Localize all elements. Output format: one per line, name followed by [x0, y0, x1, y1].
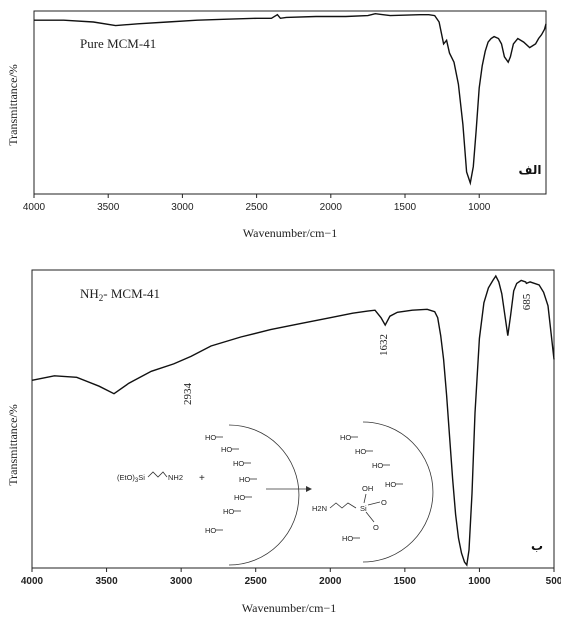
left-ho-label-2: HO	[233, 459, 244, 468]
x-tick-label-3000: 3000	[171, 202, 194, 213]
panel-title-2: NH2- MCM-41	[80, 286, 160, 303]
x-tick-label-4000: 4000	[23, 202, 46, 213]
x-tick-label-3500: 3500	[95, 576, 118, 587]
x-axis-ticks-1: 4000 3500 3000 2500 2000 1500 1000	[23, 194, 491, 213]
product-amine-label: H2N	[312, 504, 327, 513]
product-propyl-chain	[329, 502, 357, 509]
silica-surface-left	[228, 424, 300, 566]
product-si-oh-bond	[363, 493, 367, 504]
panel-pure-mcm41: 4000 3500 3000 2500 2000 1500 1000 Pure MCM-41…	[6, 10, 547, 240]
x-tick-label-3500: 3500	[97, 202, 120, 213]
panel-label-2: ب	[531, 539, 543, 553]
product-si-o-bond-lower	[365, 511, 375, 523]
y-axis-label-2: Transmittance/%	[6, 404, 20, 486]
plot-frame-1	[33, 10, 547, 195]
left-ho-label-1: HO	[221, 445, 232, 454]
product-si-o-bond-upper	[367, 501, 381, 506]
x-tick-label-2000: 2000	[319, 576, 342, 587]
x-tick-label-1500: 1500	[394, 576, 417, 587]
product-oxygen-lower: O	[373, 523, 379, 532]
product-oxygen-upper: O	[381, 498, 387, 507]
right-ho-label-0: HO	[340, 433, 351, 442]
right-ho-label-1: HO	[355, 447, 366, 456]
product-hydroxyl-label: OH	[362, 484, 373, 493]
left-ho-label-0: HO	[205, 433, 216, 442]
x-tick-label-1500: 1500	[394, 202, 417, 213]
annotation-1632: 1632	[378, 334, 390, 356]
series-line-pure-mcm41	[34, 12, 547, 186]
left-ho-label-3: HO	[239, 475, 250, 484]
annotation-2934: 2934	[182, 383, 194, 406]
reaction-arrow-head	[306, 486, 312, 492]
product-silicon-label: Si	[360, 504, 367, 513]
x-tick-label-2500: 2500	[245, 576, 268, 587]
x-axis-ticks-2: 4000 3500 3000 2500 2000 1500 1000 500	[21, 568, 561, 587]
right-ho-label-2: HO	[372, 461, 383, 470]
plus-sign: +	[199, 473, 205, 484]
x-tick-label-1000: 1000	[468, 202, 491, 213]
annotation-685: 685	[521, 293, 533, 310]
x-tick-label-1000: 1000	[468, 576, 491, 587]
reagent-amine-label: NH2	[168, 473, 183, 482]
x-tick-label-2000: 2000	[320, 202, 343, 213]
right-hydroxyl-groups: HO HO HO HO HO	[340, 433, 403, 543]
x-tick-label-2500: 2500	[245, 202, 268, 213]
reagent-silane-label: (EtO)3Si	[117, 473, 145, 484]
left-ho-label-4: HO	[234, 493, 245, 502]
x-tick-label-500: 500	[546, 576, 561, 587]
left-ho-label-6: HO	[205, 526, 216, 535]
right-ho-label-4: HO	[342, 534, 353, 543]
right-ho-label-3: HO	[385, 480, 396, 489]
left-ho-label-5: HO	[223, 507, 234, 516]
panel-label-1: الف	[519, 163, 542, 177]
reagent-propyl-chain	[147, 471, 168, 478]
panel-nh2-mcm41: 4000 3500 3000 2500 2000 1500 1000 500 NH2- MCM…	[6, 269, 561, 615]
y-axis-label-1: Transmittance/%	[6, 64, 20, 146]
silica-surface-right	[362, 421, 434, 563]
x-tick-label-4000: 4000	[21, 576, 44, 587]
plot-frame-2	[31, 269, 555, 569]
series-line-nh2-mcm41	[31, 274, 555, 567]
x-axis-label-1: Wavenumber/cm−1	[243, 226, 337, 240]
x-tick-label-3000: 3000	[170, 576, 193, 587]
x-axis-label-2: Wavenumber/cm−1	[242, 601, 336, 615]
panel-title-1: Pure MCM-41	[80, 36, 156, 51]
